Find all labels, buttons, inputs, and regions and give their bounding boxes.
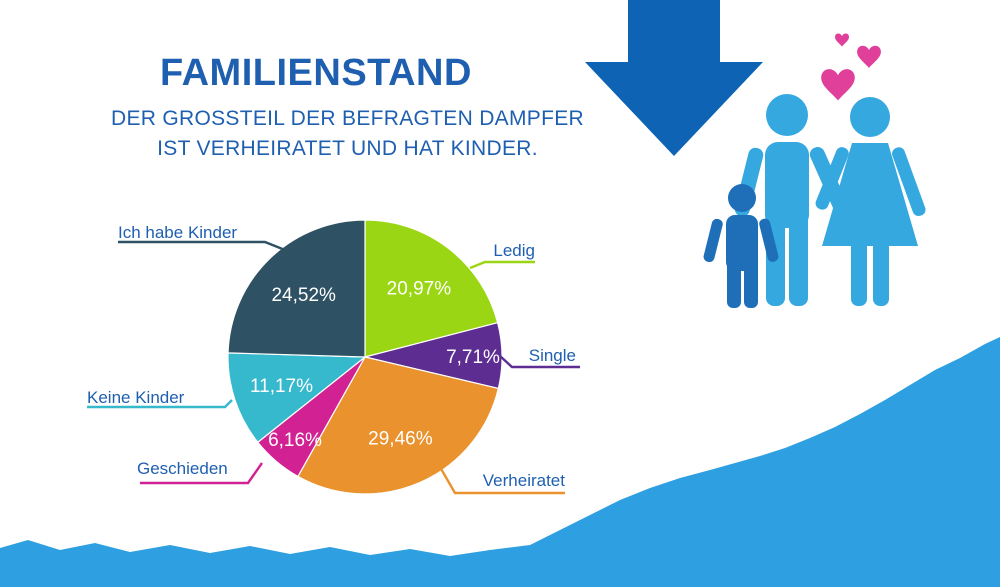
slice-label-ledig: Ledig xyxy=(493,241,535,260)
pie-slice-ich-habe-kinder xyxy=(227,219,366,358)
slice-label-single: Single xyxy=(529,346,576,365)
pie-chart: 20,97% 7,71% 29,46% 6,16% 11,17% 24,52% xyxy=(227,219,503,495)
pie-slice-ledig xyxy=(364,219,499,358)
pie-slice-verheiratet xyxy=(297,356,500,495)
slice-label-keine-kinder: Keine Kinder xyxy=(87,388,185,407)
child-figure xyxy=(703,184,779,308)
down-arrow-icon xyxy=(585,0,763,156)
callout-line-ich-habe-kinder xyxy=(118,240,286,252)
pie-callouts: Ledig Single Verheiratet Geschieden Keine Ki… xyxy=(87,223,580,495)
mother-figure xyxy=(815,97,926,306)
heart-icon xyxy=(821,33,881,101)
callout-line-ledig xyxy=(469,260,535,270)
slice-label-verheiratet: Verheiratet xyxy=(483,471,565,490)
callout-line-geschieden xyxy=(140,462,263,485)
pie-value-keine-kinder: 11,17% xyxy=(250,376,313,397)
pie-value-single: 7,71% xyxy=(446,347,500,368)
bottom-wave-shape xyxy=(0,337,1000,587)
callout-line-keine-kinder xyxy=(87,399,233,409)
pie-value-verheiratet: 29,46% xyxy=(368,429,433,450)
family-icon xyxy=(703,94,926,308)
page-title: FAMILIENSTAND xyxy=(160,52,472,94)
slice-label-ich-habe-kinder: Ich habe Kinder xyxy=(118,223,237,242)
pie-value-ledig: 20,97% xyxy=(387,278,452,299)
pie-slice-keine-kinder xyxy=(227,352,367,444)
page-subtitle: DER GROSSTEIL DER BEFRAGTEN DAMPFER IST … xyxy=(75,104,620,164)
callout-line-verheiratet xyxy=(438,466,565,495)
pie-value-ich-habe-kinder: 24,52% xyxy=(271,285,336,306)
subtitle-line-2: IST VERHEIRATET UND HAT KINDER. xyxy=(157,137,538,160)
slice-label-geschieden: Geschieden xyxy=(137,459,228,478)
pie-value-geschieden: 6,16% xyxy=(268,430,322,451)
subtitle-line-1: DER GROSSTEIL DER BEFRAGTEN DAMPFER xyxy=(111,107,584,130)
callout-line-single xyxy=(499,355,580,369)
